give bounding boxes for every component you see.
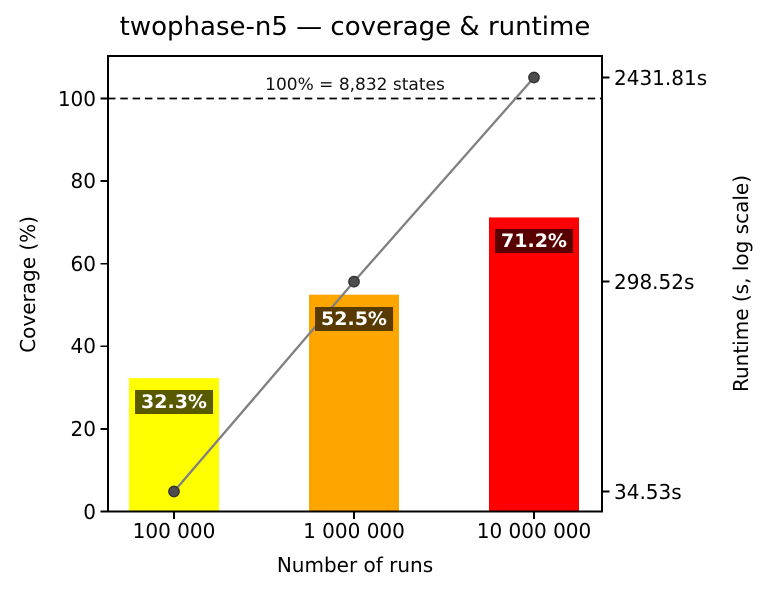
x-axis-label: Number of runs: [276, 553, 434, 577]
runtime-marker: [528, 71, 540, 84]
x-tick-label: 100 000: [132, 519, 216, 543]
left-tick-label: 80: [70, 169, 96, 194]
right-tick-label: 2431.81s: [614, 65, 708, 90]
left-tick-label: 60: [70, 251, 96, 276]
bar-value-label: 71.2%: [495, 229, 573, 254]
coverage-bar: [309, 294, 399, 512]
left-tick-label: 0: [83, 499, 96, 524]
chart-title: twophase-n5 — coverage & runtime: [119, 12, 591, 42]
x-tick-label: 1 000 000: [303, 519, 405, 543]
bar-value-label: 32.3%: [135, 390, 213, 415]
left-tick-label: 100: [57, 86, 96, 111]
x-tick-label: 10 000 000: [476, 519, 592, 543]
right-tick-label: 34.53s: [614, 479, 682, 504]
bar-value-label: 52.5%: [315, 306, 393, 331]
coverage-bar: [489, 217, 579, 512]
reference-line-label: 100% = 8,832 states: [265, 75, 445, 95]
left-tick-label: 40: [70, 334, 96, 359]
runtime-marker: [168, 485, 180, 498]
right-tick-label: 298.52s: [614, 269, 695, 294]
runtime-marker: [348, 275, 360, 288]
left-tick-label: 20: [70, 416, 96, 441]
plot-frame: [107, 55, 603, 513]
